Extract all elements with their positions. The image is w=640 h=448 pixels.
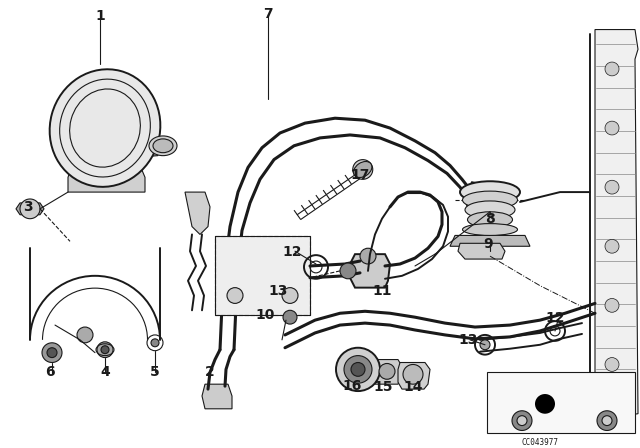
Circle shape (605, 358, 619, 371)
Text: 16: 16 (342, 379, 362, 393)
Polygon shape (202, 384, 232, 409)
Circle shape (403, 365, 423, 384)
Ellipse shape (465, 201, 515, 219)
Text: 1: 1 (95, 9, 105, 23)
Ellipse shape (463, 191, 518, 209)
Circle shape (360, 248, 376, 264)
Circle shape (597, 411, 617, 431)
Circle shape (336, 348, 380, 391)
Text: 9: 9 (483, 237, 493, 251)
Circle shape (480, 340, 490, 350)
Circle shape (77, 327, 93, 343)
Ellipse shape (354, 161, 372, 177)
Text: 13: 13 (268, 284, 288, 297)
Circle shape (283, 310, 297, 324)
Text: 11: 11 (372, 284, 392, 297)
Circle shape (151, 339, 159, 347)
Text: 7: 7 (263, 7, 273, 21)
Circle shape (20, 199, 40, 219)
Circle shape (340, 263, 356, 279)
Circle shape (47, 348, 57, 358)
Text: 14: 14 (403, 380, 423, 394)
Polygon shape (465, 182, 510, 222)
Circle shape (605, 180, 619, 194)
Circle shape (101, 346, 109, 353)
Polygon shape (398, 362, 430, 389)
Ellipse shape (463, 224, 518, 236)
Circle shape (605, 239, 619, 253)
Ellipse shape (460, 181, 520, 203)
Circle shape (605, 121, 619, 135)
Text: 15: 15 (373, 380, 393, 394)
Circle shape (517, 416, 527, 426)
Circle shape (535, 394, 555, 414)
Ellipse shape (153, 139, 173, 153)
Polygon shape (458, 243, 505, 259)
Circle shape (97, 342, 113, 358)
Text: 17: 17 (350, 168, 370, 182)
Polygon shape (185, 192, 210, 234)
Circle shape (473, 186, 509, 222)
Polygon shape (500, 396, 624, 422)
Ellipse shape (50, 69, 161, 187)
Bar (487, 372, 635, 433)
Circle shape (481, 194, 501, 214)
Text: 12: 12 (545, 311, 564, 325)
Text: 6: 6 (45, 366, 55, 379)
Ellipse shape (149, 136, 177, 155)
Circle shape (512, 411, 532, 431)
Ellipse shape (467, 212, 513, 228)
Circle shape (351, 362, 365, 376)
Text: 4: 4 (100, 366, 110, 379)
Text: 2: 2 (205, 366, 215, 379)
Circle shape (379, 363, 395, 379)
Polygon shape (595, 30, 638, 418)
Polygon shape (450, 236, 530, 246)
Circle shape (227, 288, 243, 303)
Polygon shape (372, 360, 402, 384)
Polygon shape (68, 146, 158, 163)
Text: 3: 3 (23, 200, 33, 214)
Circle shape (42, 343, 62, 362)
Circle shape (344, 356, 372, 383)
Text: 12: 12 (282, 245, 301, 259)
Polygon shape (518, 384, 572, 404)
Text: CC043977: CC043977 (522, 438, 559, 448)
Polygon shape (68, 165, 145, 192)
Circle shape (602, 416, 612, 426)
Polygon shape (350, 254, 390, 288)
Text: 13: 13 (458, 333, 477, 347)
Bar (215, 237, 310, 315)
Circle shape (605, 62, 619, 76)
Polygon shape (16, 203, 44, 215)
Text: 8: 8 (485, 212, 495, 226)
Circle shape (282, 288, 298, 303)
Text: 5: 5 (150, 366, 160, 379)
Circle shape (605, 298, 619, 312)
Text: 10: 10 (255, 308, 275, 322)
Circle shape (353, 159, 372, 179)
